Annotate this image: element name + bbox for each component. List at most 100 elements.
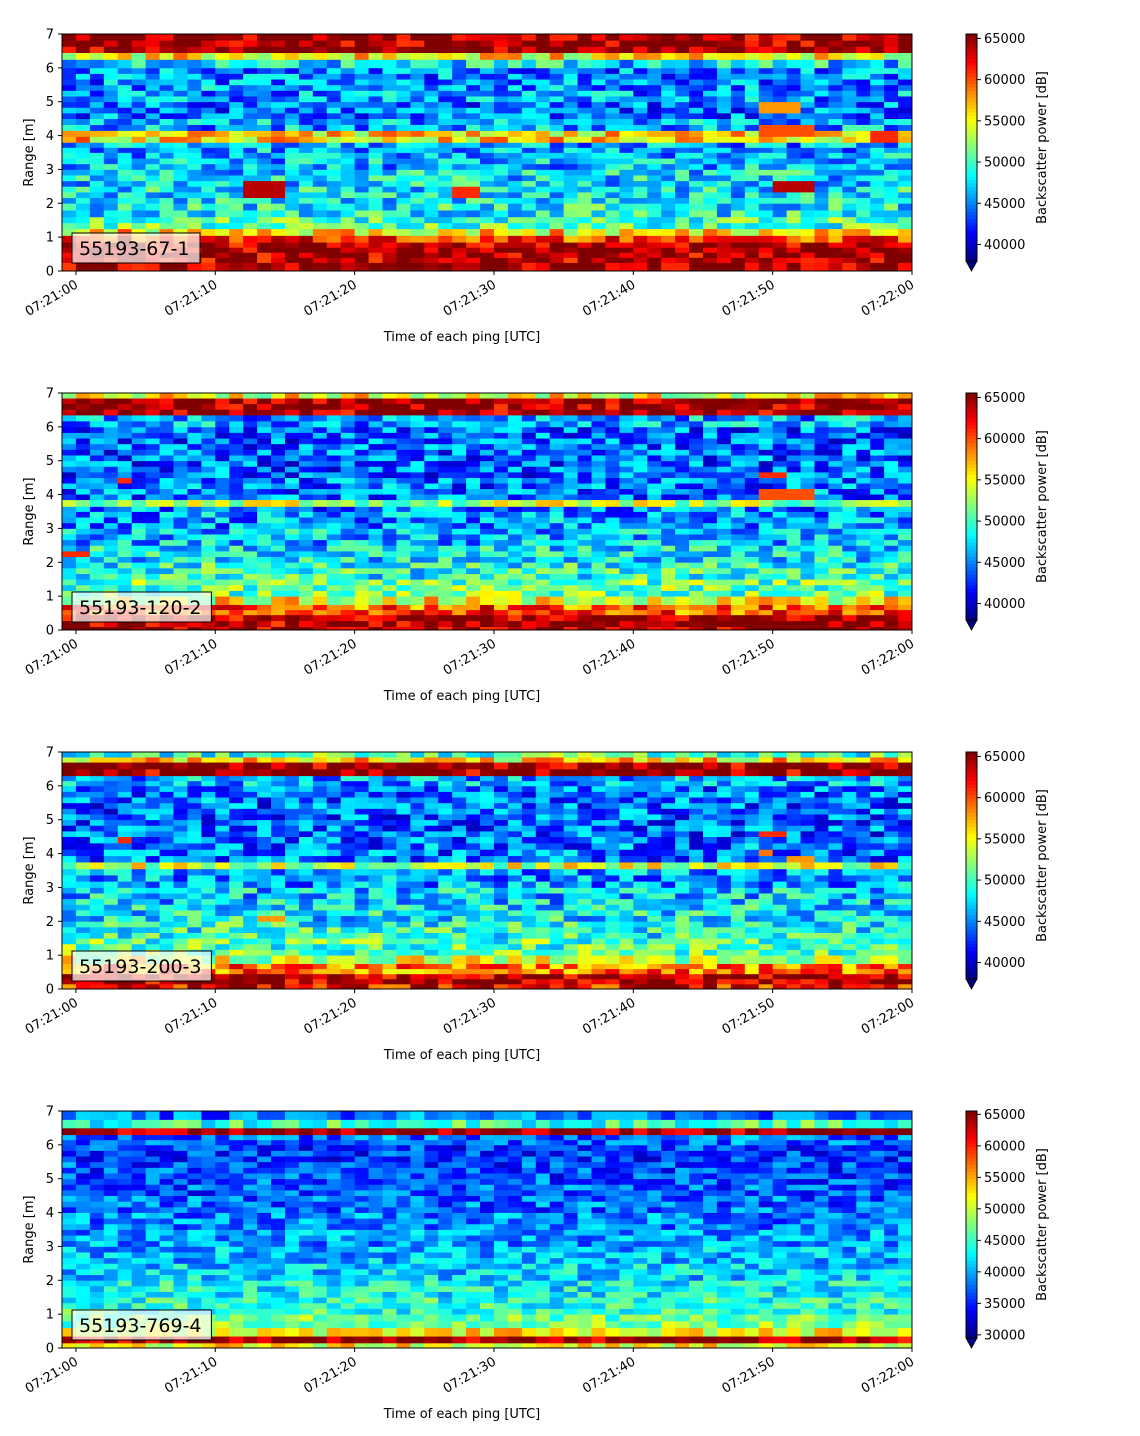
heatmap-cell xyxy=(758,579,774,586)
heatmap-cell xyxy=(730,477,746,484)
heatmap-cell xyxy=(870,584,885,591)
heatmap-cell xyxy=(856,614,871,622)
heatmap-cell xyxy=(215,534,230,541)
heatmap-cell xyxy=(410,455,425,462)
heatmap-cell xyxy=(870,124,885,131)
heatmap-cell xyxy=(563,562,578,569)
heatmap-cell xyxy=(89,96,105,103)
heatmap-cell xyxy=(744,107,760,114)
heatmap-cell xyxy=(354,130,369,137)
heatmap-cell xyxy=(215,257,230,263)
heatmap-cell xyxy=(772,136,787,143)
heatmap-cell xyxy=(396,443,411,450)
heatmap-cell xyxy=(493,235,509,243)
colorbar-step xyxy=(966,211,977,216)
heatmap-cell xyxy=(438,477,453,484)
heatmap-cell xyxy=(577,147,592,153)
heatmap-cell xyxy=(702,84,718,91)
heatmap-cell xyxy=(647,604,662,611)
heatmap-cell xyxy=(187,506,202,512)
heatmap-cell xyxy=(675,130,690,137)
heatmap-cell xyxy=(354,488,369,495)
heatmap-cell xyxy=(215,67,230,74)
heatmap-cell xyxy=(647,420,662,428)
heatmap-cell xyxy=(257,415,272,422)
heatmap-cell xyxy=(89,556,105,563)
heatmap-cell xyxy=(438,79,453,86)
heatmap-cell xyxy=(800,158,815,165)
heatmap-cell xyxy=(647,228,662,236)
heatmap-cell xyxy=(549,152,565,159)
heatmap-cell xyxy=(243,614,258,622)
heatmap-cell xyxy=(298,34,314,41)
heatmap-cell xyxy=(117,534,133,541)
heatmap-cell xyxy=(870,420,885,428)
heatmap-cell xyxy=(201,79,216,86)
heatmap-cell xyxy=(326,118,342,125)
heatmap-cell xyxy=(284,420,300,428)
heatmap-cell xyxy=(549,101,565,108)
colorbar-step xyxy=(966,37,977,42)
heatmap-cell xyxy=(549,158,565,165)
heatmap-cell xyxy=(591,107,606,114)
heatmap-cell xyxy=(661,522,676,529)
colorbar-step xyxy=(966,41,977,46)
heatmap-cell xyxy=(62,257,77,263)
colorbar-step xyxy=(966,182,977,188)
heatmap-cell xyxy=(549,180,565,187)
heatmap-cell xyxy=(619,562,634,569)
heatmap-cell xyxy=(563,472,578,479)
heatmap-cell xyxy=(187,90,202,97)
heatmap-cell xyxy=(187,522,202,529)
heatmap-cell xyxy=(243,626,258,631)
heatmap-cell xyxy=(452,84,467,91)
heatmap-cell xyxy=(284,609,300,616)
heatmap-cell xyxy=(298,460,314,467)
heatmap-cell xyxy=(257,604,272,611)
heatmap-cell xyxy=(173,426,188,433)
heatmap-cell xyxy=(619,614,634,622)
heatmap-cell xyxy=(744,192,760,199)
heatmap-cell xyxy=(577,438,592,445)
heatmap-cell xyxy=(689,562,704,569)
heatmap-cell xyxy=(605,147,620,153)
heatmap-cell xyxy=(298,620,314,628)
heatmap-cell xyxy=(382,73,397,80)
heatmap-cell xyxy=(535,169,551,176)
heatmap-cell xyxy=(201,118,216,125)
heatmap-cell xyxy=(382,40,397,47)
heatmap-cell xyxy=(716,511,732,518)
heatmap-cell xyxy=(424,499,439,507)
heatmap-cell xyxy=(605,180,620,187)
colorbar-step xyxy=(966,69,977,74)
heatmap-cell xyxy=(452,118,467,125)
heatmap-cell xyxy=(326,556,342,563)
heatmap-cell xyxy=(870,534,885,541)
heatmap-cell xyxy=(842,477,857,484)
heatmap-cell xyxy=(633,477,648,484)
heatmap-cell xyxy=(187,107,202,114)
heatmap-cell xyxy=(368,494,383,501)
heatmap-cell xyxy=(159,59,174,69)
heatmap-cell xyxy=(410,506,425,512)
heatmap-cell xyxy=(243,499,258,507)
heatmap-cell xyxy=(898,604,913,611)
heatmap-cell xyxy=(452,192,467,199)
heatmap-cell xyxy=(424,604,439,611)
heatmap-cell xyxy=(535,488,551,495)
heatmap-cell xyxy=(131,562,146,569)
heatmap-cell xyxy=(605,90,620,97)
heatmap-cell xyxy=(326,257,342,263)
heatmap-cell xyxy=(856,562,871,569)
heatmap-cell xyxy=(131,228,146,236)
heatmap-cell xyxy=(187,152,202,159)
heatmap-cell xyxy=(396,192,411,199)
heatmap-cell xyxy=(814,247,829,253)
heatmap-cell xyxy=(633,562,648,569)
heatmap-cell xyxy=(591,590,606,597)
heatmap-cell xyxy=(396,415,411,422)
heatmap-cell xyxy=(577,426,592,433)
heatmap-cell xyxy=(856,67,871,74)
heatmap-cell xyxy=(62,455,77,462)
heatmap-cell xyxy=(647,210,662,218)
